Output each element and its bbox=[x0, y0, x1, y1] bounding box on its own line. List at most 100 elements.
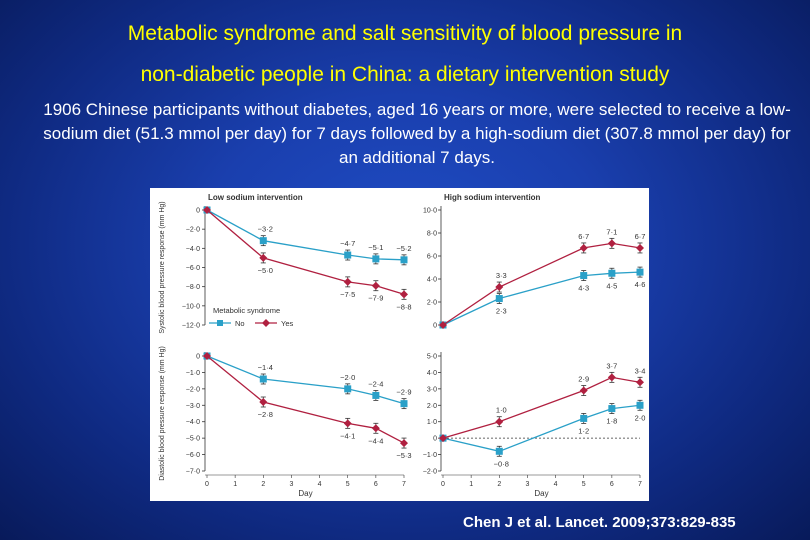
high-sbp-series-no-data-label: 4·6 bbox=[635, 280, 646, 289]
study-description: 1906 Chinese participants without diabet… bbox=[43, 100, 791, 167]
low-sbp-series-no-point bbox=[372, 255, 380, 263]
high-sbp-series-no-line bbox=[442, 271, 641, 326]
low-dbp-series-no-point bbox=[344, 385, 352, 393]
low-sbp-series-yes-data-label: −8·8 bbox=[396, 302, 411, 311]
high-sbp-series-yes-point bbox=[636, 243, 644, 252]
high-dbp-series-no-point bbox=[636, 401, 644, 409]
low-dbp-series-yes-data-label: −5·3 bbox=[396, 451, 411, 460]
low-dbp-series-no-data-label: −2·4 bbox=[368, 379, 383, 388]
high-dbp-ytick-label: 0 bbox=[433, 436, 437, 443]
high-sbp-ytick-label: 8·0 bbox=[427, 231, 437, 238]
low-sbp-legend-title: Metabolic syndrome bbox=[213, 306, 280, 315]
chart-svg: 0 −2·0 −4·0 −6·0 −8·0 −10·0 −12·0 Low sodium in… bbox=[159, 193, 646, 498]
low-sbp-series-no-data-label: −5·1 bbox=[368, 243, 383, 252]
high-dbp-xtick-label: 7 bbox=[638, 481, 642, 488]
low-sbp-y-axis-label: Systolic blood pressure response (mm Hg) bbox=[159, 201, 166, 333]
high-dbp-series-no-point bbox=[608, 405, 616, 413]
low-sbp-series-yes-point bbox=[203, 206, 211, 214]
low-dbp-ytick-label: −3·0 bbox=[186, 403, 200, 410]
low-sbp-series-yes-data-label: −7·5 bbox=[340, 290, 355, 299]
low-sbp-series-yes-point bbox=[400, 290, 408, 299]
high-dbp-series-no-data-label: 2·0 bbox=[635, 413, 646, 422]
low-sbp-series-no-data-label: −4·7 bbox=[340, 239, 355, 248]
high-sbp-panel-title: High sodium intervention bbox=[444, 193, 541, 202]
high-dbp-series-no-data-label: 1·2 bbox=[578, 426, 589, 435]
high-dbp-series-yes-point bbox=[439, 434, 447, 443]
low-dbp-xtick-label: 1 bbox=[233, 481, 237, 488]
high-dbp-series-no-point bbox=[580, 414, 588, 422]
low-sbp-series-yes-data-label: −7·9 bbox=[368, 294, 383, 303]
low-dbp-xtick-label: 0 bbox=[205, 481, 209, 488]
low-dbp-y-axis-label: Diastolic blood pressure response (mm Hg… bbox=[159, 346, 166, 481]
low-dbp-ytick-label: 0 bbox=[196, 354, 200, 361]
low-sbp-ytick-label: −10·0 bbox=[182, 303, 200, 310]
low-dbp-ytick-label: −6·0 bbox=[186, 452, 200, 459]
low-sbp-series-no-point bbox=[259, 237, 267, 245]
high-dbp-xtick-label: 5 bbox=[582, 481, 586, 488]
low-dbp-series-no-data-label: −2·0 bbox=[340, 373, 355, 382]
low-sbp-series-no-point bbox=[400, 256, 408, 264]
low-sbp-series-no-data-label: −5·2 bbox=[396, 244, 411, 253]
high-dbp-series-no-line bbox=[442, 404, 641, 452]
high-dbp-series-no-data-label: 1·8 bbox=[606, 417, 617, 426]
low-dbp-series-no-point bbox=[400, 400, 408, 408]
high-dbp-ytick-label: −1·0 bbox=[423, 452, 437, 459]
low-sbp-legend-no-label: No bbox=[235, 319, 245, 328]
low-sbp-legend-no-marker bbox=[217, 320, 223, 326]
low-sbp-ytick-label: 0 bbox=[196, 208, 200, 215]
slide-title-line-1: Metabolic syndrome and salt sensitivity … bbox=[127, 22, 683, 45]
low-sbp-series-yes-data-label: −5·0 bbox=[258, 266, 273, 275]
low-sbp-series-yes-point bbox=[371, 281, 380, 290]
low-sbp-legend-yes-marker bbox=[262, 319, 270, 327]
high-sbp-series-yes-data-label: 3·3 bbox=[496, 271, 507, 280]
high-sbp-ytick-label: 4·0 bbox=[427, 277, 437, 284]
high-dbp-series-yes-data-label: 1·0 bbox=[496, 406, 507, 415]
high-sbp-series-yes-data-label: 7·1 bbox=[606, 227, 617, 236]
high-sbp-series-yes-data-label: 6·7 bbox=[578, 232, 589, 241]
low-dbp-series-no-point bbox=[372, 391, 380, 399]
high-sbp-series-yes-data-label: 6·7 bbox=[635, 232, 646, 241]
low-dbp-series-no-data-label: −1·4 bbox=[258, 363, 273, 372]
high-dbp-series-no-point bbox=[495, 447, 503, 455]
low-dbp-xtick-label: 6 bbox=[374, 481, 378, 488]
low-dbp-ytick-label: −2·0 bbox=[186, 386, 200, 393]
low-dbp-xtick-label: 4 bbox=[318, 481, 322, 488]
low-dbp-series-yes-data-label: −4·4 bbox=[368, 436, 383, 445]
low-dbp-series-yes-point bbox=[400, 439, 408, 448]
low-sbp-series-no-data-label: −3·2 bbox=[258, 225, 273, 234]
high-sbp-series-no-point bbox=[608, 269, 616, 277]
low-sbp-panel-title: Low sodium intervention bbox=[208, 193, 303, 202]
low-sbp-ytick-label: −8·0 bbox=[186, 284, 200, 291]
high-sbp-series-yes-point bbox=[607, 239, 616, 248]
chart-figure: 0 −2·0 −4·0 −6·0 −8·0 −10·0 −12·0 Low sodium in… bbox=[150, 188, 649, 501]
high-dbp-series-yes-data-label: 3·7 bbox=[606, 361, 617, 370]
high-dbp-series-yes-point bbox=[607, 373, 616, 382]
high-dbp-xtick-label: 0 bbox=[441, 481, 445, 488]
low-dbp-series-yes-point bbox=[259, 398, 268, 406]
low-sbp-ytick-label: −2·0 bbox=[186, 227, 200, 234]
high-dbp-ytick-label: 4·0 bbox=[427, 370, 437, 377]
low-sbp-legend-yes-label: Yes bbox=[281, 319, 293, 328]
high-dbp-series-yes-point bbox=[495, 417, 504, 426]
low-sbp-series-yes-point bbox=[343, 277, 352, 286]
low-dbp-series-no-data-label: −2·9 bbox=[396, 388, 411, 397]
high-sbp-series-no-data-label: 2·3 bbox=[496, 307, 507, 316]
high-dbp-series-yes-point bbox=[636, 378, 644, 387]
low-dbp-series-yes-data-label: −4·1 bbox=[340, 431, 355, 440]
high-sbp-series-no-point bbox=[636, 268, 644, 276]
high-sbp-ytick-label: 10·0 bbox=[423, 208, 437, 215]
low-dbp-xtick-label: 3 bbox=[289, 481, 293, 488]
high-sbp-ytick-label: 0 bbox=[433, 323, 437, 330]
high-dbp-series-no-data-label: −0·8 bbox=[494, 459, 509, 468]
low-dbp-ytick-label: −5·0 bbox=[186, 436, 200, 443]
low-dbp-series-yes-point bbox=[203, 352, 211, 360]
high-dbp-xtick-label: 6 bbox=[610, 481, 614, 488]
high-sbp-series-no-point bbox=[495, 295, 503, 303]
low-sbp-ytick-label: −4·0 bbox=[186, 246, 200, 253]
high-dbp-x-axis-label: Day bbox=[534, 489, 548, 498]
high-dbp-series-yes-data-label: 2·9 bbox=[578, 375, 589, 384]
high-sbp-series-no-data-label: 4·5 bbox=[606, 281, 617, 290]
high-sbp-series-yes-point bbox=[495, 283, 504, 292]
high-sbp-ytick-label: 6·0 bbox=[427, 254, 437, 261]
high-sbp-series-no-point bbox=[580, 272, 588, 280]
